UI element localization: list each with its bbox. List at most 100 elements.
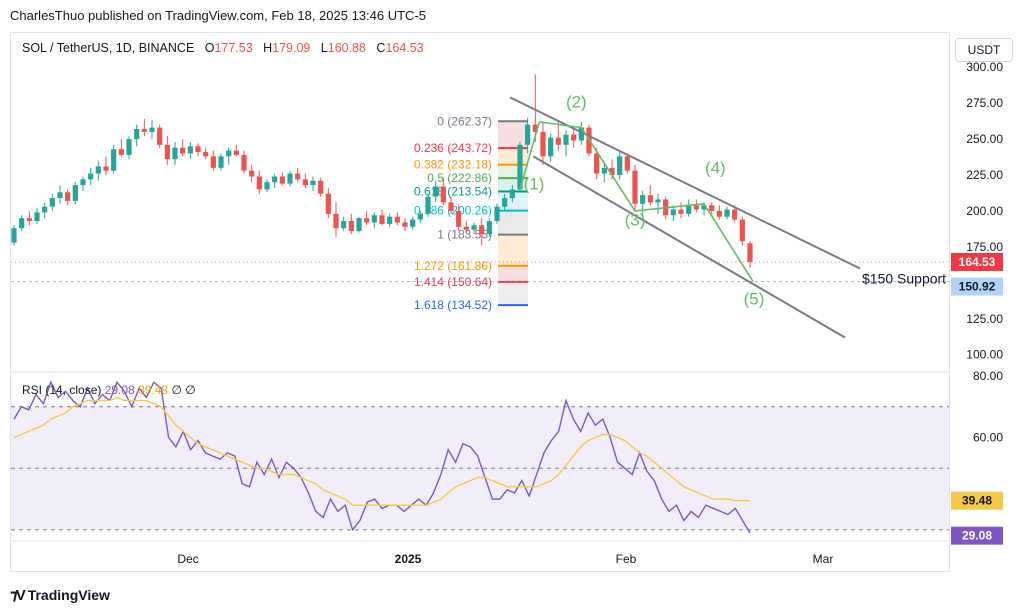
candle-body[interactable]: [310, 180, 316, 186]
candle-body[interactable]: [149, 127, 155, 132]
elliott-wave-path[interactable]: [519, 120, 754, 282]
candle-body[interactable]: [617, 156, 623, 176]
candle-body[interactable]: [19, 218, 25, 229]
candle-body[interactable]: [517, 144, 523, 190]
candle-body[interactable]: [509, 189, 515, 199]
candle-body[interactable]: [141, 129, 147, 132]
candle-body[interactable]: [448, 202, 454, 211]
candle-body[interactable]: [333, 213, 339, 229]
candle-body[interactable]: [732, 209, 738, 220]
candle-body[interactable]: [548, 137, 554, 157]
candle-body[interactable]: [670, 209, 676, 216]
candle-body[interactable]: [264, 182, 270, 190]
candle-body[interactable]: [410, 219, 416, 227]
candle-body[interactable]: [693, 205, 699, 210]
candle-body[interactable]: [187, 146, 193, 154]
candle-body[interactable]: [195, 146, 201, 153]
candle-body[interactable]: [709, 205, 715, 211]
candle-body[interactable]: [65, 192, 71, 201]
symbol-name[interactable]: SOL / TetherUS, 1D, BINANCE: [22, 41, 195, 55]
candle-body[interactable]: [379, 215, 385, 224]
candle-body[interactable]: [111, 149, 117, 171]
candle-body[interactable]: [364, 218, 370, 223]
candle-body[interactable]: [256, 176, 262, 190]
candle-body[interactable]: [172, 147, 178, 160]
candle-body[interactable]: [739, 219, 745, 242]
candle-body[interactable]: [11, 228, 17, 243]
candle-body[interactable]: [272, 176, 278, 183]
candle-body[interactable]: [72, 185, 78, 201]
candle-body[interactable]: [348, 221, 354, 232]
candle-body[interactable]: [502, 198, 508, 207]
candle-body[interactable]: [103, 166, 109, 171]
candle-body[interactable]: [34, 212, 40, 222]
candle-body[interactable]: [747, 243, 753, 262]
candle-body[interactable]: [341, 221, 347, 229]
candle-body[interactable]: [555, 137, 561, 145]
candle-body[interactable]: [402, 222, 408, 227]
candle-body[interactable]: [609, 167, 615, 176]
channel-lower-line[interactable]: [532, 155, 846, 339]
candle-body[interactable]: [701, 205, 707, 210]
candle-body[interactable]: [287, 173, 293, 184]
candle-body[interactable]: [118, 149, 124, 155]
candle-body[interactable]: [678, 209, 684, 214]
candle-body[interactable]: [295, 173, 301, 180]
candle-body[interactable]: [49, 198, 55, 207]
candle-body[interactable]: [26, 218, 32, 222]
candle-body[interactable]: [655, 199, 661, 203]
candle-body[interactable]: [594, 153, 600, 174]
candle-body[interactable]: [394, 216, 400, 223]
candle-body[interactable]: [203, 152, 209, 157]
candle-body[interactable]: [632, 170, 638, 204]
candle-body[interactable]: [456, 210, 462, 227]
candle-body[interactable]: [241, 154, 247, 171]
candle-body[interactable]: [540, 131, 546, 157]
candle-body[interactable]: [417, 213, 423, 220]
candle-body[interactable]: [387, 216, 393, 224]
candle-body[interactable]: [463, 226, 469, 230]
candle-body[interactable]: [486, 221, 492, 234]
candle-body[interactable]: [249, 170, 255, 177]
candle-body[interactable]: [134, 129, 140, 140]
rsi-legend-label[interactable]: RSI (14, close): [22, 383, 102, 397]
candle-body[interactable]: [302, 179, 308, 186]
currency-button[interactable]: USDT: [955, 38, 1013, 62]
candle-body[interactable]: [164, 144, 170, 160]
candle-body[interactable]: [95, 166, 101, 174]
candle-body[interactable]: [563, 134, 569, 145]
candle-body[interactable]: [532, 124, 538, 132]
channel-upper-line[interactable]: [509, 96, 861, 270]
candle-body[interactable]: [471, 225, 477, 230]
candle-body[interactable]: [440, 186, 446, 203]
candle-body[interactable]: [647, 195, 653, 203]
tradingview-logo[interactable]: ⁊V TradingView: [10, 586, 110, 604]
candle-body[interactable]: [425, 196, 431, 214]
rsi-series-line[interactable]: [13, 380, 751, 534]
candle-body[interactable]: [226, 150, 232, 157]
candle-body[interactable]: [57, 192, 63, 199]
candle-body[interactable]: [325, 193, 331, 214]
candle-body[interactable]: [601, 167, 607, 174]
candle-body[interactable]: [42, 206, 48, 213]
candle-body[interactable]: [571, 134, 577, 141]
rsi-ma-series-line[interactable]: [13, 396, 751, 506]
candle-body[interactable]: [157, 127, 163, 145]
candle-body[interactable]: [640, 195, 646, 204]
candle-body[interactable]: [80, 179, 86, 186]
candle-body[interactable]: [624, 156, 630, 171]
candle-body[interactable]: [578, 127, 584, 141]
candle-body[interactable]: [724, 209, 730, 217]
candle-body[interactable]: [356, 218, 362, 232]
candle-body[interactable]: [318, 180, 324, 194]
candle-body[interactable]: [525, 124, 531, 145]
candle-body[interactable]: [686, 205, 692, 214]
candle-body[interactable]: [233, 150, 239, 155]
candle-body[interactable]: [126, 139, 132, 155]
candle-body[interactable]: [371, 215, 377, 223]
candle-body[interactable]: [279, 176, 285, 184]
candle-body[interactable]: [433, 186, 439, 197]
candle-body[interactable]: [716, 210, 722, 217]
candle-body[interactable]: [479, 225, 485, 234]
